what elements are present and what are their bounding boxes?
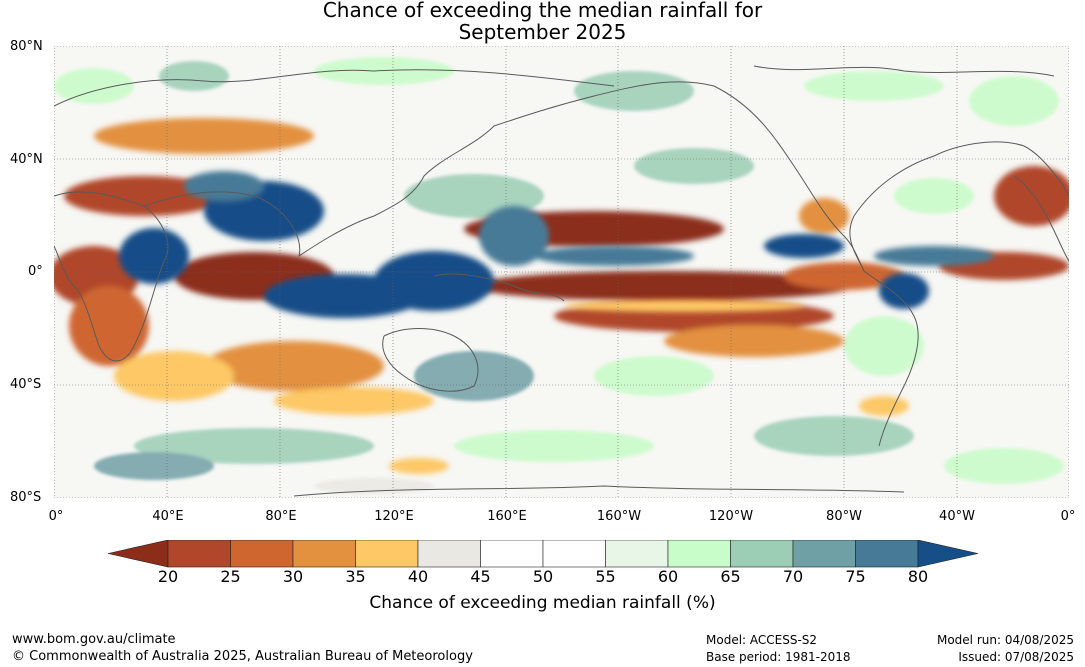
colorbar-tick-label: 65	[720, 567, 741, 586]
lon-label-160e: 160°E	[487, 509, 527, 524]
colorbar-cell	[480, 540, 544, 568]
lon-label-40e: 40°E	[152, 509, 184, 524]
colorbar-tick-label: 30	[282, 567, 304, 586]
lon-label-0-east: 0°	[1060, 509, 1076, 524]
coastlines	[54, 65, 1069, 497]
colorbar-extend-high	[917, 540, 978, 568]
colorbar-cell	[667, 540, 731, 568]
colorbar-cell	[167, 540, 231, 568]
colorbar-tick-label: 50	[532, 567, 554, 586]
footer-model: Model: ACCESS-S2	[706, 633, 818, 647]
map-title-line2: September 2025	[458, 20, 627, 44]
footer-issued: Issued: 07/08/2025	[958, 650, 1074, 664]
colorbar-label: Chance of exceeding median rainfall (%)	[369, 593, 716, 613]
wet-patches-light	[54, 57, 1064, 494]
lat-label-80n: 80°N	[10, 39, 43, 54]
colorbar-cell	[292, 540, 356, 568]
lat-label-40s: 40°S	[10, 377, 42, 392]
colorbar-extend-low	[108, 540, 169, 568]
footer-base-period: Base period: 1981-2018	[706, 650, 851, 664]
lon-label-120w: 120°W	[708, 509, 754, 524]
colorbar-cell	[792, 540, 856, 568]
colorbar-tick-label: 60	[657, 567, 679, 586]
lat-label-80s: 80°S	[10, 490, 42, 505]
colorbar	[108, 540, 978, 568]
lon-label-0: 0°	[48, 509, 64, 524]
footer-website: www.bom.gov.au/climate	[12, 632, 176, 647]
lon-label-40w: 40°W	[939, 509, 975, 524]
colorbar-tick-label: 70	[782, 567, 804, 586]
lon-label-160w: 160°W	[596, 509, 642, 524]
colorbar-tick-label: 20	[157, 567, 179, 586]
colorbar-cell	[417, 540, 481, 568]
colorbar-tick-label: 80	[907, 567, 929, 586]
colorbar-cell	[230, 540, 294, 568]
colorbar-cell	[855, 540, 919, 568]
lon-label-80e: 80°E	[265, 509, 297, 524]
colorbar-tick-label: 25	[220, 567, 241, 586]
lon-label-120e: 120°E	[374, 509, 414, 524]
wet-regions	[119, 171, 994, 318]
lon-label-80w: 80°W	[826, 509, 862, 524]
colorbar-tick-label: 40	[407, 567, 429, 586]
lat-label-40n: 40°N	[10, 152, 43, 167]
colorbar-cell	[605, 540, 669, 568]
graticule	[54, 46, 1069, 498]
lat-label-0: 0°	[28, 264, 43, 279]
map-title-line1: Chance of exceeding the median rainfall …	[322, 0, 763, 22]
colorbar-tick-label: 55	[595, 567, 616, 586]
rainfall-map	[54, 46, 1069, 498]
colorbar-cell	[542, 540, 606, 568]
colorbar-tick-label: 35	[345, 567, 366, 586]
colorbar-tick-label: 75	[845, 567, 866, 586]
footer-copyright: © Commonwealth of Australia 2025, Austra…	[12, 649, 473, 664]
colorbar-tick-label: 45	[470, 567, 491, 586]
footer-model-run: Model run: 04/08/2025	[936, 633, 1074, 647]
colorbar-cell	[730, 540, 794, 568]
colorbar-cell	[355, 540, 419, 568]
